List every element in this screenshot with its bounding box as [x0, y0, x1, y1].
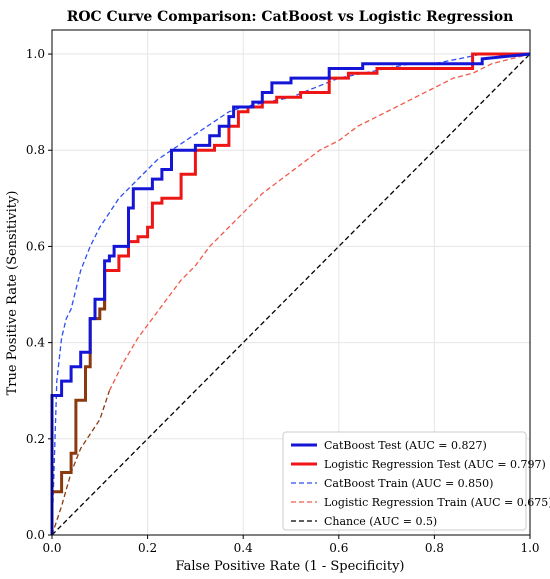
logistic-regression-train-line-start: [51, 390, 111, 536]
x-tick-label: 0.8: [425, 541, 444, 555]
legend-label-logistic-regression-test: Logistic Regression Test (AUC = 0.797): [324, 458, 546, 471]
x-axis-label: False Positive Rate (1 - Specificity): [176, 559, 405, 574]
axis-ticks: 0.0 0.2 0.4 0.6 0.8 1.0 0.0 0.2 0.4 0.6 0.8 1.0: [26, 47, 540, 555]
y-tick-label: 0.4: [26, 336, 45, 350]
logistic-regression-train-line: [108, 53, 531, 391]
legend-label-chance: Chance (AUC = 0.5): [324, 515, 437, 528]
legend: CatBoost Test (AUC = 0.827) Logistic Regr…: [282, 431, 550, 531]
chance-line: [51, 53, 531, 536]
plot-frame: [51, 29, 531, 536]
chart-title: ROC Curve Comparison: CatBoost vs Logist…: [67, 9, 514, 25]
x-tick-label: 0.2: [138, 541, 157, 555]
y-tick-label: 0.8: [26, 143, 45, 157]
y-tick-label: 0.6: [26, 239, 45, 253]
catboost-train-line: [51, 53, 530, 536]
y-axis-label: True Positive Rate (Sensitivity): [5, 191, 20, 396]
legend-box: [282, 431, 527, 531]
y-tick-label: 1.0: [26, 47, 45, 61]
x-tick-label: 0.0: [42, 541, 61, 555]
x-tick-label: 1.0: [520, 541, 539, 555]
x-tick-label: 0.4: [234, 541, 253, 555]
logistic-regression-test-line-start: [50, 270, 107, 535]
y-tick-label: 0.0: [26, 528, 45, 542]
chance-line-layer: [51, 53, 531, 536]
legend-label-catboost-test: CatBoost Test (AUC = 0.827): [324, 439, 487, 452]
logistic-regression-test-line: [103, 52, 530, 309]
legend-label-logistic-regression-train: Logistic Regression Train (AUC = 0.675): [324, 496, 550, 509]
catboost-test-line: [50, 52, 531, 535]
series-layer: [50, 52, 531, 536]
y-tick-label: 0.2: [26, 432, 45, 446]
x-tick-label: 0.6: [329, 541, 348, 555]
legend-label-catboost-train: CatBoost Train (AUC = 0.850): [324, 477, 493, 490]
